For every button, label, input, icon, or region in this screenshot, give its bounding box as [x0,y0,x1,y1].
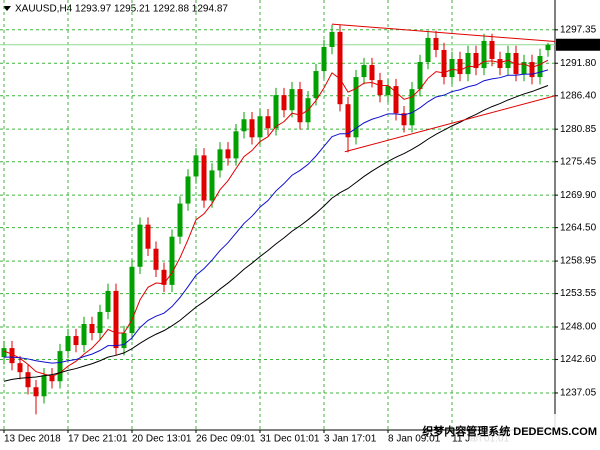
candle-body [217,149,223,171]
candle-body [401,113,407,126]
y-tick-label: 1248.00 [560,322,597,333]
candle-body [33,387,39,397]
trendline [331,23,556,43]
price-box [556,38,600,51]
candle-body [537,56,543,78]
price-label: 1294.87 [559,39,596,50]
x-tick-label: 20 Dec 13:01 [132,434,192,445]
candle-body [297,89,303,123]
candle-body [513,52,519,75]
candle-body [241,119,247,132]
candle-body [161,269,167,285]
candle-body [81,324,87,346]
candle-body [281,95,287,111]
y-tick-label: 1237.05 [560,388,597,399]
candle-body [393,86,399,114]
candle-body [385,86,391,96]
candle-body [545,44,551,51]
candle-body [449,59,455,78]
candle-body [289,89,295,111]
x-tick-label: 17 Dec 21:01 [68,434,128,445]
candle-body [201,155,207,201]
candle-body [425,37,431,63]
y-tick-label: 1275.45 [560,156,597,167]
candle-body [113,290,119,349]
candle-body [121,333,127,349]
y-tick-label: 1269.90 [560,190,597,201]
trendline [344,95,556,153]
candle-body [129,266,135,334]
candle-body [49,375,55,382]
candle-body [369,65,375,81]
candle-body [465,52,471,75]
candle-body [457,59,463,75]
candle-body [473,52,479,69]
candle-body [177,203,183,237]
x-tick-label: 8 Jan 09:01 [388,434,441,445]
y-tick-label: 1264.50 [560,222,597,233]
watermark-bg [470,414,600,450]
candle-body [329,31,335,47]
candle-body [105,290,111,312]
candle-body [353,77,359,138]
candle-body [9,348,15,364]
x-tick-label: 3 Jan 17:01 [324,434,377,445]
candle-body [265,116,271,129]
candle-body [417,62,423,90]
candle-body [153,248,159,270]
candle-body [529,62,535,78]
candle-body [185,176,191,204]
y-tick-label: 1253.55 [560,288,597,299]
candle-body [321,46,327,72]
candle-body [481,40,487,69]
candle-body [377,80,383,96]
y-tick-label: 1258.95 [560,256,597,267]
candle-body [409,89,415,126]
candle-body [17,363,23,373]
candle-body [73,336,79,346]
candle-body [145,224,151,249]
candle-body [361,65,367,78]
candle-body [169,236,175,285]
x-tick-label: 26 Dec 09:01 [196,434,256,445]
menu-arrow [3,6,11,11]
x-tick-label: 31 Dec 01:01 [260,434,320,445]
candle-body [41,375,47,397]
candle-body [257,116,263,138]
candle-body [57,351,63,382]
candle-body [313,71,319,99]
y-tick-label: 1297.35 [560,24,597,35]
moving-average [3,85,549,382]
candle-body [137,224,143,267]
candle-body [209,170,215,201]
moving-average [4,69,549,364]
chart-title: XAUUSD,H4 1293.97 1295.21 1292.88 1294.8… [15,4,228,15]
candle-body [25,372,31,388]
moving-average [3,59,549,377]
candle-body [97,311,103,334]
watermark: 织梦内容管理系统 DEDECMS.COM [422,424,597,438]
candle-body [441,49,447,78]
candle-body [337,31,343,105]
candle-body [1,348,7,358]
candle-body [433,37,439,50]
x-tick-label: 13 Dec 2018 [4,434,61,445]
candle-body [521,62,527,75]
candle-body [497,59,503,69]
candle-body [345,104,351,138]
candle-body [65,336,71,352]
y-tick-label: 1242.60 [560,354,597,365]
candle-body [489,40,495,60]
candle-body [233,131,239,159]
y-tick-label: 1286.40 [560,90,597,101]
y-tick-label: 1291.80 [560,58,597,69]
candle-body [193,155,199,177]
y-tick-label: 1280.85 [560,124,597,135]
candle-body [89,324,95,334]
candle-body [273,95,279,129]
candle-body [249,119,255,138]
candle-body [225,149,231,159]
